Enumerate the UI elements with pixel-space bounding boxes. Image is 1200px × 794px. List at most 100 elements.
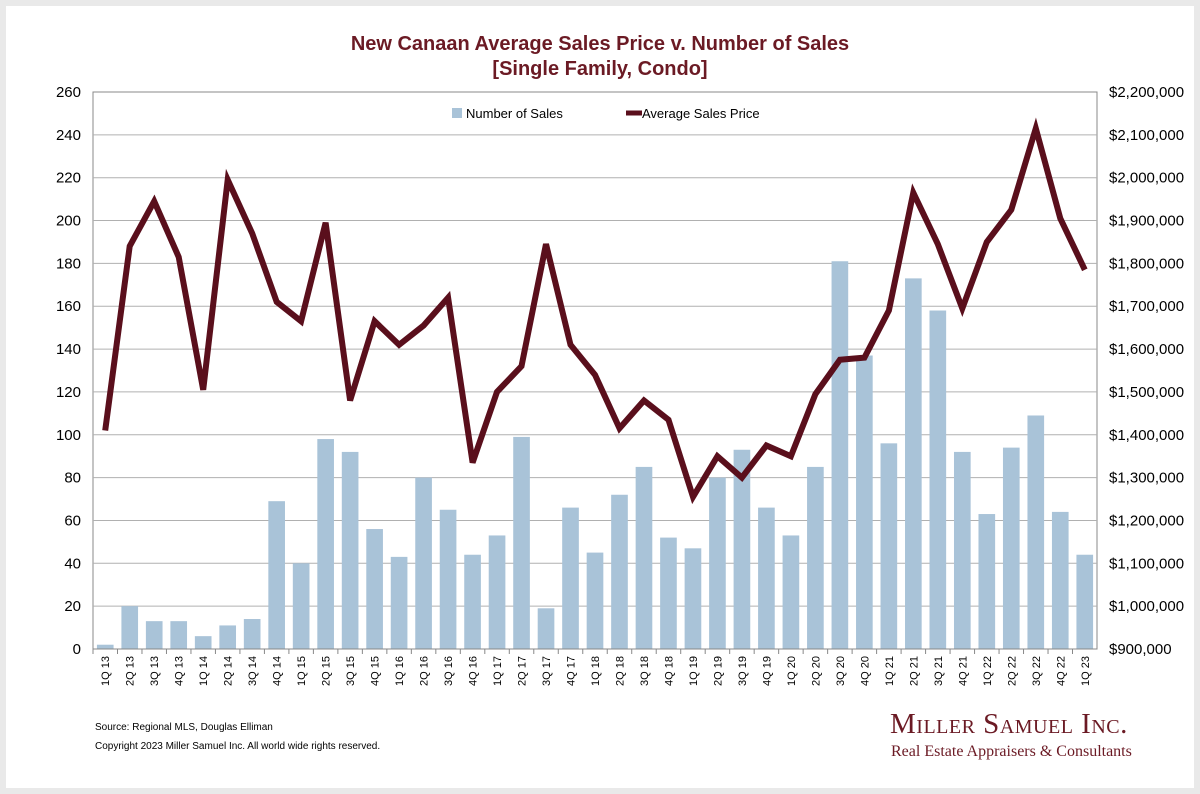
bar-number-of-sales [96,644,114,649]
line-series [102,117,1088,505]
y-left-tick-label: 140 [56,341,81,358]
x-tick-label: 2Q 13 [125,656,137,686]
bar-number-of-sales [439,509,457,649]
y-left-tick-label: 80 [64,470,81,487]
x-tick-label: 4Q 16 [468,656,480,686]
x-tick-label: 2Q 15 [321,656,333,686]
y-right-tick-label: $2,200,000 [1109,84,1184,101]
x-tick-label: 1Q 18 [590,656,602,686]
x-tick-label: 1Q 13 [100,656,112,686]
x-tick-label: 3Q 16 [443,656,455,686]
bar-number-of-sales [782,535,800,649]
x-tick-label: 4Q 19 [761,656,773,686]
x-tick-label: 4Q 21 [957,656,969,686]
bar-number-of-sales [341,451,359,649]
bar-number-of-sales [1051,511,1069,649]
y-right-tick-label: $1,000,000 [1109,598,1184,615]
y-right-tick-label: $2,000,000 [1109,170,1184,187]
y-right-tick-label: $900,000 [1109,641,1172,658]
bar-number-of-sales [464,554,481,649]
bar-number-of-sales [537,608,555,649]
x-tick-label: 4Q 15 [370,656,382,686]
x-tick-label: 3Q 15 [345,656,357,686]
x-tick-label: 4Q 14 [272,656,284,686]
x-tick-label: 4Q 22 [1055,656,1067,686]
y-left-tick-label: 40 [64,555,81,572]
x-tick-label: 1Q 21 [884,656,896,686]
bar-number-of-sales [366,529,383,649]
bar-number-of-sales [929,310,947,649]
bar-number-of-sales [415,477,432,649]
chart-title: New Canaan Average Sales Price v. Number… [350,33,850,55]
bar-number-of-sales [219,625,237,649]
x-tick-label: 1Q 22 [982,656,994,686]
x-tick-label: 4Q 17 [566,656,578,686]
bar-number-of-sales [194,636,212,649]
axes: 0 20 40 60 80 100 120 140 160 180 200 220 240 260 $900… [56,84,1184,686]
x-tick-label: 2Q 20 [810,656,822,686]
bar-number-of-sales [611,494,628,649]
y-left-tick-label: 240 [56,127,81,144]
x-tick-label: 1Q 14 [198,656,210,686]
y-right-tick-label: $1,800,000 [1109,255,1184,272]
x-tick-label: 3Q 17 [541,656,553,686]
bar-number-of-sales [170,621,188,649]
x-tick-label: 3Q 18 [639,656,651,686]
y-left-tick-label: 260 [56,84,81,101]
y-left-tick-label: 180 [56,255,81,272]
x-tick-label: 3Q 14 [247,656,259,686]
y-right-tick-label: $1,500,000 [1109,384,1184,401]
copyright-note: Copyright 2023 Miller Samuel Inc. All wo… [95,741,381,752]
x-tick-label: 3Q 22 [1031,656,1043,686]
bar-number-of-sales [733,449,751,649]
y-left-tick-label: 120 [56,384,81,401]
company-logo-tagline: Real Estate Appraisers & Consultants [891,743,1132,760]
company-logo-name: Miller Samuel Inc. [890,708,1128,740]
bar-number-of-sales [586,552,604,649]
bar-number-of-sales [953,451,971,649]
x-tick-label: 3Q 20 [835,656,847,686]
legend: Number of Sales Average Sales Price [452,106,760,121]
bar-number-of-sales [243,619,261,649]
x-tick-label: 2Q 21 [908,656,920,686]
bar-number-of-sales [880,443,898,649]
y-left-tick-label: 100 [56,427,81,444]
x-tick-label: 2Q 14 [223,656,235,686]
y-right-tick-label: $1,100,000 [1109,555,1184,572]
bar-number-of-sales [758,507,775,649]
x-tick-label: 2Q 17 [517,656,529,686]
source-note: Source: Regional MLS, Douglas Elliman [95,722,273,733]
x-tick-label: 1Q 16 [394,656,406,686]
x-tick-label: 4Q 13 [174,656,186,686]
y-right-tick-label: $1,900,000 [1109,213,1184,230]
bar-number-of-sales [660,537,677,649]
y-right-tick-label: $1,700,000 [1109,298,1184,315]
x-tick-label: 1Q 20 [786,656,798,686]
x-tick-label: 2Q 16 [419,656,431,686]
y-left-tick-label: 0 [73,641,81,658]
bar-number-of-sales [831,261,849,649]
x-tick-label: 2Q 18 [614,656,626,686]
y-right-tick-label: $2,100,000 [1109,127,1184,144]
bar-number-of-sales [1002,447,1020,649]
x-tick-label: 1Q 17 [492,656,504,686]
bar-number-of-sales [562,507,579,649]
x-tick-label: 4Q 18 [663,656,675,686]
bar-number-of-sales [292,563,310,649]
bar-number-of-sales [684,548,702,649]
y-right-tick-label: $1,200,000 [1109,512,1184,529]
x-tick-label: 3Q 21 [933,656,945,686]
y-left-tick-label: 60 [64,512,81,529]
bar-number-of-sales [905,278,922,649]
bar-number-of-sales [145,621,163,649]
x-tick-label: 4Q 20 [859,656,871,686]
legend-label-average-sales-price: Average Sales Price [642,106,760,121]
x-tick-label: 1Q 19 [688,656,700,686]
y-left-tick-label: 20 [64,598,81,615]
x-tick-label: 3Q 13 [149,656,161,686]
bar-number-of-sales [709,477,726,649]
legend-swatch-number-of-sales [452,108,462,118]
x-tick-label: 2Q 19 [712,656,724,686]
bar-number-of-sales [390,556,408,649]
